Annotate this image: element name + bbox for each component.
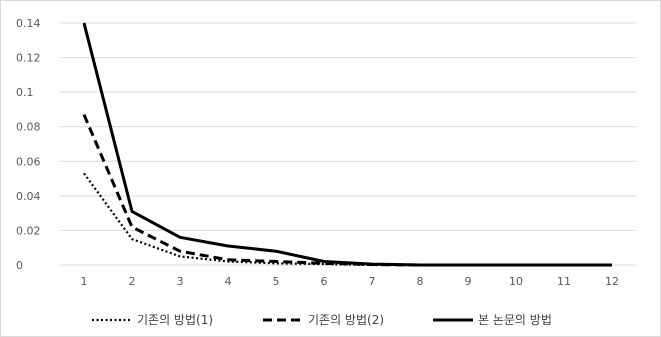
series-line-2 xyxy=(82,114,612,267)
series-line-3 xyxy=(82,22,612,267)
y-tick-label: 0.04 xyxy=(16,190,41,203)
x-tick-label: 9 xyxy=(465,275,472,288)
x-tick-label: 8 xyxy=(417,275,424,288)
x-tick-label: 1 xyxy=(81,275,88,288)
y-axis-ticks: 0 0.02 0.04 0.06 0.08 0.1 0.12 0.14 xyxy=(16,17,41,272)
y-tick-label: 0 xyxy=(16,259,23,272)
x-tick-label: 7 xyxy=(369,275,376,288)
y-tick-label: 0.1 xyxy=(16,86,34,99)
x-tick-label: 12 xyxy=(605,275,619,288)
legend-label: 본 논문의 방법 xyxy=(478,313,552,327)
x-tick-label: 2 xyxy=(129,275,136,288)
y-tick-label: 0.08 xyxy=(16,121,41,134)
x-tick-label: 5 xyxy=(273,275,280,288)
legend: 기존의 방법(1) 기존의 방법(2) 본 논문의 방법 xyxy=(92,313,552,327)
series-line-1 xyxy=(83,172,612,267)
x-tick-label: 4 xyxy=(225,275,232,288)
y-tick-label: 0.06 xyxy=(16,155,41,168)
y-tick-label: 0.12 xyxy=(16,52,41,65)
x-tick-label: 11 xyxy=(557,275,571,288)
x-tick-label: 6 xyxy=(321,275,328,288)
x-tick-label: 10 xyxy=(509,275,523,288)
y-tick-label: 0.14 xyxy=(16,17,41,30)
series-lines xyxy=(82,22,612,267)
legend-label: 기존의 방법(1) xyxy=(137,313,213,327)
legend-label: 기존의 방법(2) xyxy=(308,313,384,327)
x-axis-ticks: 1 2 3 4 5 6 7 8 9 10 11 12 xyxy=(81,275,620,288)
gridlines xyxy=(60,22,636,266)
x-tick-label: 3 xyxy=(177,275,184,288)
y-tick-label: 0.02 xyxy=(16,224,41,237)
